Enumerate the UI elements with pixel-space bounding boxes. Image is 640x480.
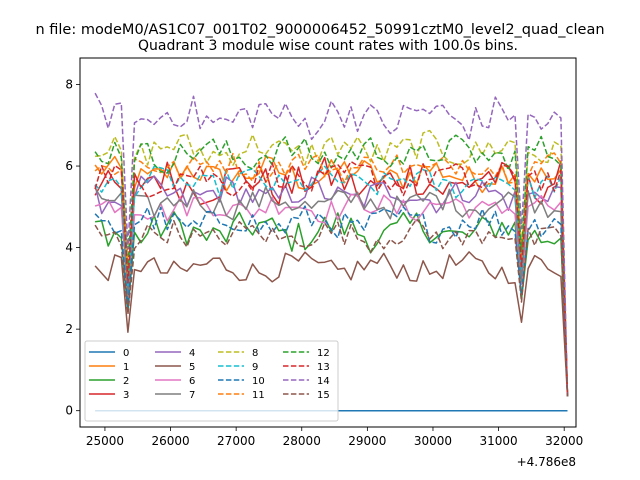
series-line-8 bbox=[95, 129, 569, 397]
figure-suptitle: n file: modeM0/AS1C07_001T02_9000006452_… bbox=[35, 22, 604, 38]
x-tick-label: 26000 bbox=[151, 434, 189, 448]
series-layer bbox=[94, 92, 569, 412]
legend-label-5: 5 bbox=[189, 362, 195, 373]
x-tick-label: 27000 bbox=[217, 434, 255, 448]
series-line-15 bbox=[94, 218, 569, 397]
y-tick-label: 6 bbox=[65, 159, 73, 173]
series-line-4 bbox=[94, 175, 569, 397]
series-line-7 bbox=[94, 186, 569, 397]
series-line-14 bbox=[94, 92, 569, 397]
y-axis: 0 2 4 6 8 bbox=[65, 78, 80, 418]
series-line-5 bbox=[94, 251, 569, 397]
y-tick-label: 8 bbox=[65, 78, 73, 92]
legend-label-13: 13 bbox=[317, 362, 330, 373]
x-offset-text: +4.786e8 bbox=[517, 455, 576, 469]
legend-label-4: 4 bbox=[189, 348, 195, 359]
legend-label-3: 3 bbox=[123, 390, 129, 401]
chart-title: Quadrant 3 module wise count rates with … bbox=[138, 38, 518, 54]
series-line-11 bbox=[94, 152, 569, 397]
series-line-13 bbox=[94, 160, 569, 397]
legend-label-12: 12 bbox=[317, 348, 330, 359]
series-line-6 bbox=[94, 193, 569, 397]
legend-label-2: 2 bbox=[123, 376, 129, 387]
legend-label-11: 11 bbox=[252, 390, 265, 401]
legend-label-8: 8 bbox=[252, 348, 258, 359]
x-tick-label: 25000 bbox=[86, 434, 124, 448]
legend-label-7: 7 bbox=[189, 390, 195, 401]
y-tick-label: 2 bbox=[65, 322, 73, 336]
series-line-10 bbox=[94, 205, 569, 397]
legend-label-1: 1 bbox=[123, 362, 129, 373]
series-line-3 bbox=[94, 156, 569, 397]
x-tick-label: 28000 bbox=[283, 434, 321, 448]
legend-label-0: 0 bbox=[123, 348, 129, 359]
y-tick-label: 4 bbox=[65, 241, 73, 255]
legend-label-10: 10 bbox=[252, 376, 265, 387]
x-tick-label: 32000 bbox=[545, 434, 583, 448]
series-line-2 bbox=[95, 210, 569, 397]
legend-label-15: 15 bbox=[317, 390, 330, 401]
legend-box bbox=[84, 340, 339, 422]
legend-label-6: 6 bbox=[189, 376, 195, 387]
y-tick-label: 0 bbox=[65, 404, 73, 418]
x-axis: 25000 26000 27000 28000 29000 30000 31000 32000 bbox=[86, 427, 583, 448]
x-tick-label: 31000 bbox=[479, 434, 517, 448]
plot-frame bbox=[79, 57, 577, 428]
x-tick-label: 29000 bbox=[348, 434, 386, 448]
legend-label-9: 9 bbox=[252, 362, 258, 373]
legend-label-14: 14 bbox=[317, 376, 330, 387]
x-tick-label: 30000 bbox=[414, 434, 452, 448]
